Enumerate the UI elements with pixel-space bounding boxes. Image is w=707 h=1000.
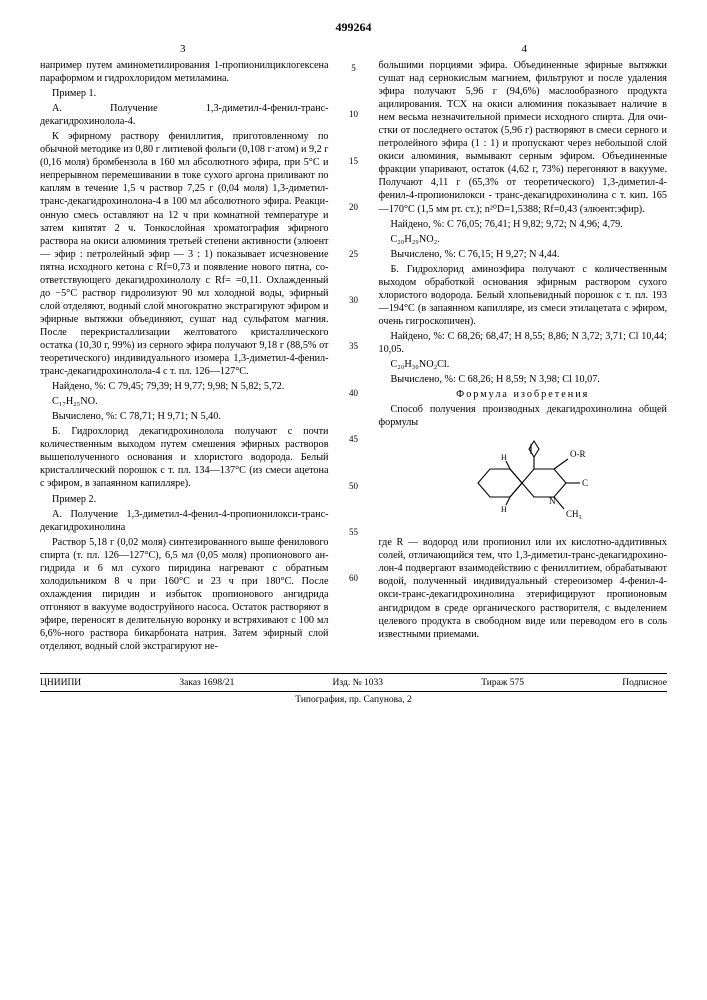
line-marker: 30 bbox=[347, 295, 361, 307]
para: Найдено, %: С 68,26; 68,47; Н 8,55; 8,86… bbox=[379, 330, 668, 356]
document-number: 499264 bbox=[40, 20, 667, 35]
para-formula: С₂₀H₂₉NO₂. bbox=[379, 233, 668, 246]
footer-row-2: Типография, пр. Сапунова, 2 bbox=[40, 691, 667, 705]
footer-sign: Подписное bbox=[622, 678, 667, 688]
para: где R — водород или пропионил или их кис… bbox=[379, 536, 668, 640]
label-ch3-ring: CH₃ bbox=[582, 478, 588, 488]
page-number-right: 4 bbox=[522, 43, 528, 55]
svg-text:H: H bbox=[501, 453, 507, 462]
para: Б. Гидрохлорид декагидрохинолола получа­… bbox=[40, 425, 329, 490]
para: Вычислено, %: С 76,15; Н 9,27; N 4,44. bbox=[379, 248, 668, 261]
para: Найдено, %: С 79,45; 79,39; Н 9,77; 9,98… bbox=[40, 380, 329, 393]
footer-tirazh: Тираж 575 bbox=[481, 678, 524, 688]
line-marker: 55 bbox=[347, 527, 361, 539]
label-or: O-R bbox=[570, 449, 586, 459]
para-example-2: Пример 2. bbox=[40, 493, 329, 506]
svg-text:H: H bbox=[501, 505, 507, 514]
footer-row-1: ЦНИИПИ Заказ 1698/21 Изд. № 1033 Тираж 5… bbox=[40, 678, 667, 688]
line-marker: 25 bbox=[347, 249, 361, 261]
line-marker: 35 bbox=[347, 341, 361, 353]
footer: ЦНИИПИ Заказ 1698/21 Изд. № 1033 Тираж 5… bbox=[40, 673, 667, 705]
svg-text:N: N bbox=[549, 496, 556, 506]
line-marker: 10 bbox=[347, 109, 361, 121]
para-formula: С₁₇H₂₅NO. bbox=[40, 395, 329, 408]
line-marker: 40 bbox=[347, 388, 361, 400]
para-example-1: Пример 1. bbox=[40, 87, 329, 100]
para: Вычислено, %: С 78,71; Н 9,71; N 5,40. bbox=[40, 410, 329, 423]
line-marker: 60 bbox=[347, 573, 361, 585]
para: А. Получение 1,3-диметил-4-фенил-4-про­п… bbox=[40, 508, 329, 534]
para-formula: С₂₀H₃₀NO₂Cl. bbox=[379, 358, 668, 371]
para: например путем аминометилирования 1-про­… bbox=[40, 59, 329, 85]
page-number-left: 3 bbox=[180, 43, 186, 55]
page-container: 499264 3 4 например путем аминометилиров… bbox=[0, 0, 707, 1000]
para: Способ получения производных декагидро­х… bbox=[379, 403, 668, 429]
para: К эфирному раствору фениллития, приго­то… bbox=[40, 130, 329, 378]
claims-heading: Формула изобретения bbox=[379, 388, 668, 401]
para: Раствор 5,18 г (0,02 моля) синтезированн… bbox=[40, 536, 329, 653]
para: Вычислено, %: С 68,26; Н 8,59; N 3,98; C… bbox=[379, 373, 668, 386]
footer-order: Заказ 1698/21 bbox=[179, 678, 234, 688]
line-marker: 50 bbox=[347, 481, 361, 493]
right-column: большими порциями эфира. Объединенные эф… bbox=[379, 59, 668, 655]
para: большими порциями эфира. Объединенные эф… bbox=[379, 59, 668, 216]
line-marker: 20 bbox=[347, 202, 361, 214]
line-number-gutter: 5 10 15 20 25 30 35 40 45 50 55 60 bbox=[347, 59, 361, 655]
text-columns: например путем аминометилирования 1-про­… bbox=[40, 59, 667, 655]
para: Найдено, %: С 76,05; 76,41; Н 9,82; 9,72… bbox=[379, 218, 668, 231]
para: А. Получение 1,3-диметил-4-фенил-транс-д… bbox=[40, 102, 329, 128]
line-marker: 5 bbox=[347, 63, 361, 75]
footer-izd: Изд. № 1033 bbox=[333, 678, 383, 688]
column-page-numbers: 3 4 bbox=[40, 43, 667, 55]
para: Б. Гидрохлорид аминоэфира получают с ко­… bbox=[379, 263, 668, 328]
left-column: например путем аминометилирования 1-про­… bbox=[40, 59, 329, 655]
line-marker: 15 bbox=[347, 156, 361, 168]
line-marker: 45 bbox=[347, 434, 361, 446]
footer-org: ЦНИИПИ bbox=[40, 678, 81, 688]
label-ch3-n: CH₃ bbox=[566, 509, 582, 519]
chemical-structure: O-R CH₃ CH₃ N H H bbox=[379, 435, 668, 530]
